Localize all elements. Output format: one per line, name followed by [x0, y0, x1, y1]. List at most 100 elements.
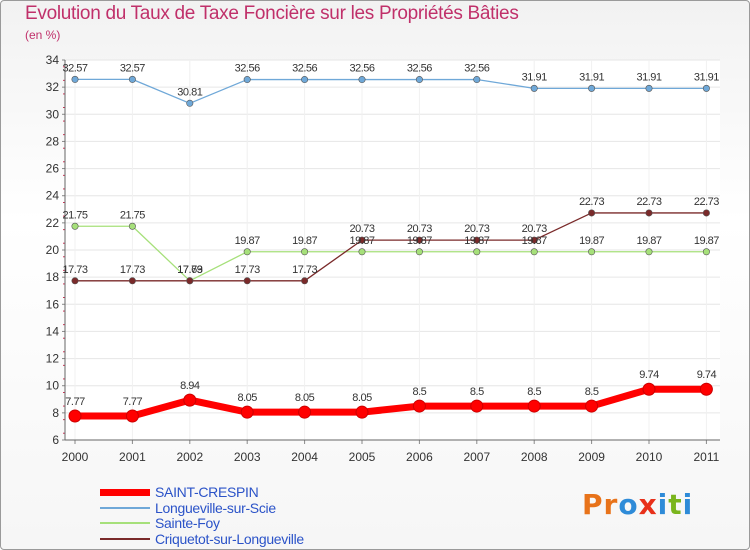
logo-letter: i: [657, 488, 669, 521]
chart-title: Evolution du Taux de Taxe Foncière sur l…: [25, 3, 519, 24]
data-label: 17.73: [62, 264, 87, 276]
data-point: [71, 277, 79, 285]
y-tick-label: 10: [46, 379, 60, 393]
data-label: 9.74: [697, 369, 717, 381]
y-tick-label: 28: [46, 134, 60, 148]
data-label: 19.87: [579, 235, 604, 247]
grid: [65, 59, 720, 441]
data-label: 20.73: [407, 223, 432, 235]
logo-letter: r: [603, 488, 619, 521]
data-point: [642, 382, 656, 396]
data-point: [186, 99, 194, 107]
data-label: 32.56: [292, 63, 317, 75]
data-label: 7.77: [123, 396, 143, 408]
y-tick-label: 30: [46, 107, 60, 121]
series-line-sainte-foy: [75, 225, 707, 282]
x-tick-label: 2004: [291, 450, 318, 464]
data-point: [415, 248, 423, 256]
data-label: 17.69: [177, 264, 202, 276]
data-point: [645, 84, 653, 92]
data-point: [358, 236, 366, 244]
data-point: [128, 222, 136, 230]
data-point: [240, 405, 254, 419]
data-label: 8.94: [180, 380, 200, 392]
y-tick-label: 12: [46, 352, 60, 366]
y-tick-label: 20: [46, 243, 60, 257]
data-point: [298, 405, 312, 419]
data-label: 32.56: [235, 63, 260, 75]
data-label: 31.91: [522, 71, 547, 83]
y-tick-label: 18: [46, 270, 60, 284]
data-point: [301, 248, 309, 256]
legend-label: Longueville-sur-Scie: [155, 499, 276, 516]
data-label: 17.73: [120, 264, 145, 276]
data-label: 32.56: [349, 63, 374, 75]
data-label: 8.5: [585, 386, 599, 398]
x-tick-label: 2008: [521, 450, 548, 464]
data-point: [183, 393, 197, 407]
data-point: [699, 382, 713, 396]
x-tick-label: 2009: [578, 450, 605, 464]
data-point: [473, 248, 481, 256]
y-tick-label: 26: [46, 162, 60, 176]
data-point: [530, 84, 538, 92]
y-tick-label: 34: [46, 53, 60, 67]
y-tick-label: 8: [52, 406, 59, 420]
data-label: 8.5: [527, 386, 541, 398]
data-label: 22.73: [636, 196, 661, 208]
data-point: [243, 248, 251, 256]
data-label: 31.91: [579, 71, 604, 83]
data-label: 20.73: [464, 223, 489, 235]
x-tick-label: 2011: [693, 450, 719, 464]
data-label: 21.75: [62, 209, 87, 221]
legend-swatch: [100, 537, 150, 540]
data-label: 19.87: [636, 235, 661, 247]
unit-label: (en %): [25, 28, 61, 42]
data-point: [301, 277, 309, 285]
legend-label: Sainte-Foy: [155, 515, 220, 531]
data-point: [588, 209, 596, 217]
data-label: 32.56: [464, 63, 489, 75]
data-label: 19.87: [694, 235, 719, 247]
data-point: [128, 277, 136, 285]
data-point: [702, 84, 710, 92]
data-label: 20.73: [349, 223, 374, 235]
legend-swatch: [100, 506, 150, 509]
data-labels: 7.77 7.77 8.94 8.05 8.05 8.05 8.5 8.5 8.5 8.5 9.74…: [62, 62, 719, 408]
series-group: [68, 75, 713, 423]
data-label: 8.5: [413, 386, 427, 398]
data-label: 8.05: [352, 392, 372, 404]
data-label: 8.5: [470, 386, 484, 398]
data-label: 19.87: [349, 235, 374, 247]
data-point: [71, 75, 79, 83]
data-point: [355, 405, 369, 419]
data-label: 31.91: [636, 71, 661, 83]
data-label: 20.73: [522, 223, 547, 235]
logo-letter: o: [618, 488, 639, 521]
data-label: 22.73: [579, 196, 604, 208]
data-point: [588, 248, 596, 256]
x-tick-label: 2006: [406, 450, 433, 464]
x-tick-label: 2005: [349, 450, 376, 464]
data-label: 32.57: [120, 62, 145, 74]
series-line-saint-crespin: [75, 385, 707, 420]
axes: 6 8 10 12 14 16 18 20 22 24 26 28 30 32 34 2000 2001 2002…: [46, 53, 720, 464]
data-point: [588, 84, 596, 92]
data-label: 17.73: [235, 264, 260, 276]
data-label: 8.05: [295, 392, 315, 404]
data-point: [645, 209, 653, 217]
data-label: 7.77: [65, 396, 85, 408]
y-tick-label: 24: [46, 189, 60, 203]
legend-swatch: [100, 522, 150, 524]
data-label: 31.91: [694, 71, 719, 83]
data-point: [128, 75, 136, 83]
data-label: 32.57: [62, 62, 87, 74]
data-point: [702, 209, 710, 217]
data-label: 21.75: [120, 209, 145, 221]
data-point: [473, 76, 481, 84]
y-tick-label: 16: [46, 297, 60, 311]
logo-letter: x: [638, 488, 658, 521]
x-tick-label: 2001: [119, 450, 146, 464]
data-point: [473, 236, 481, 244]
data-point: [585, 399, 599, 413]
